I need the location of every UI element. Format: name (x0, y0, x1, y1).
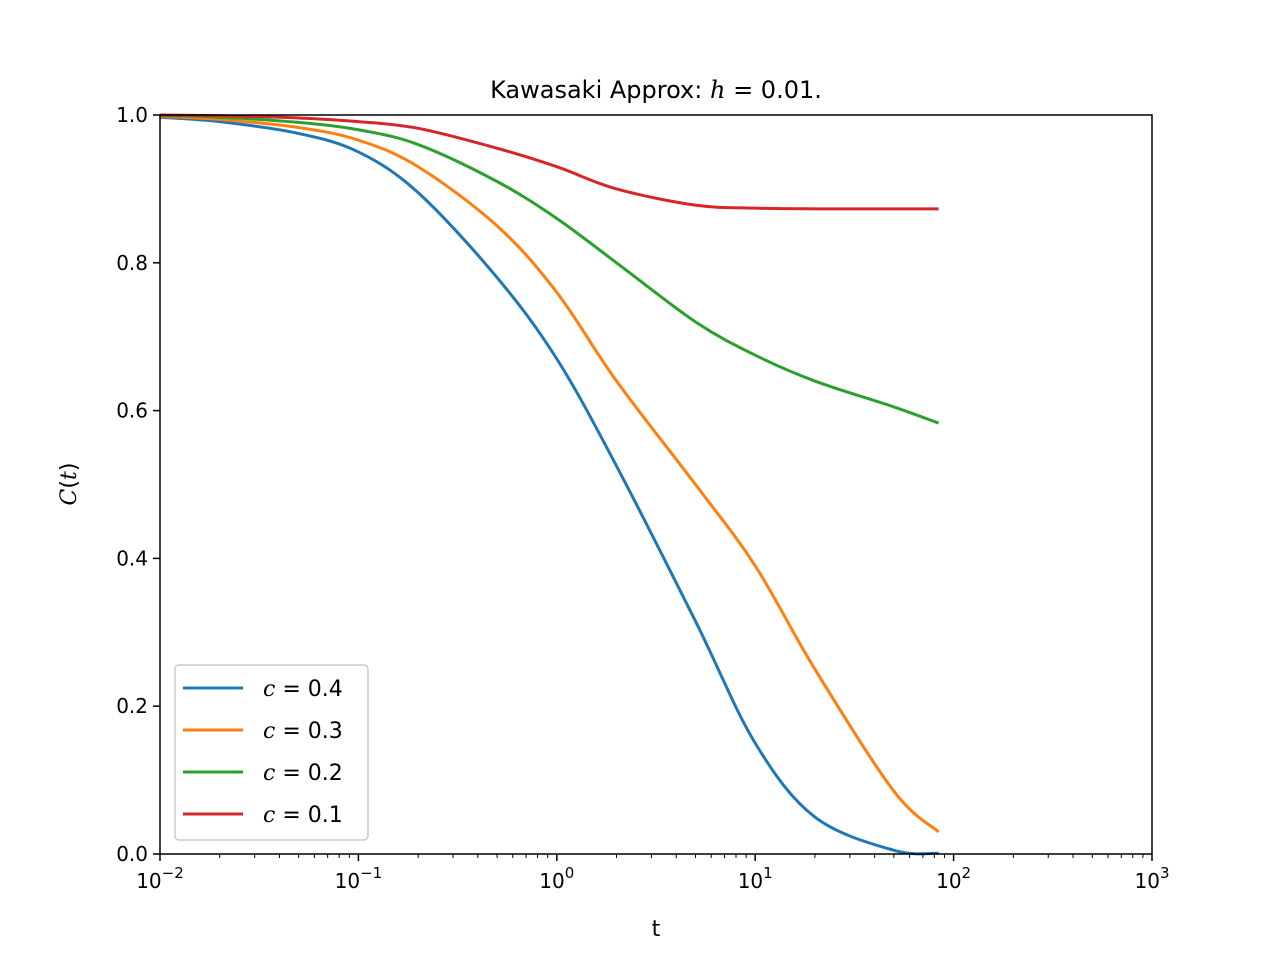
x-tick-label: 10−1 (335, 864, 383, 893)
series-layer (159, 113, 940, 856)
x-tick-label: 103 (1135, 864, 1170, 893)
x-tick-label: 102 (936, 864, 971, 893)
legend-box (174, 664, 369, 841)
y-tick-label: 1.0 (116, 103, 148, 127)
series-line-0 (159, 115, 939, 856)
y-tick-label: 0.4 (116, 546, 148, 570)
x-axis-title: t (652, 917, 661, 942)
series-line-1 (159, 114, 940, 833)
chart-title: Kawasaki Approx: h = 0.01. (490, 76, 822, 104)
ticks-layer: 10−2 10−1 100 101 102 103 0.0 0.2 0.4 0.6 0.8 1.0 (116, 103, 1169, 893)
legend-label-3: c = 0.1 (263, 803, 343, 828)
legend-label-2: c = 0.2 (263, 761, 343, 786)
y-tick-label: 0.2 (116, 694, 148, 718)
series-line-2 (159, 114, 940, 425)
legend-label-0: c = 0.4 (263, 677, 343, 702)
plot-frame (159, 114, 1153, 855)
series-line-3 (159, 113, 939, 211)
y-axis-title: C(t) (57, 463, 82, 506)
legend-label-1: c = 0.3 (263, 719, 343, 744)
y-tick-label: 0.8 (116, 251, 148, 275)
x-tick-label: 100 (539, 864, 574, 893)
x-tick-label: 101 (738, 864, 773, 893)
y-tick-label: 0.6 (116, 399, 148, 423)
y-tick-label: 0.0 (116, 842, 148, 866)
legend: c = 0.4 c = 0.3 c = 0.2 c = 0.1 (174, 664, 369, 841)
x-tick-label: 10−2 (136, 864, 184, 893)
